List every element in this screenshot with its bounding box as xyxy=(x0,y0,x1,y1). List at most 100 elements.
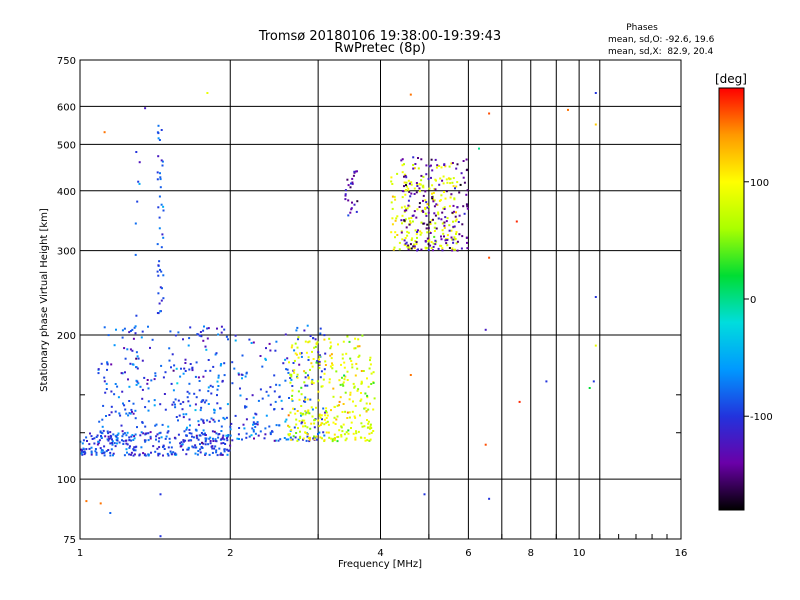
data-point xyxy=(181,443,184,446)
data-point xyxy=(229,434,232,437)
data-point xyxy=(107,435,110,438)
data-point xyxy=(102,404,105,407)
data-point xyxy=(594,123,597,126)
data-point xyxy=(107,432,110,435)
data-point xyxy=(204,440,207,443)
data-point xyxy=(274,400,277,403)
data-point xyxy=(369,438,372,441)
data-point xyxy=(355,430,357,433)
data-point xyxy=(105,415,107,417)
y-tick-label: 400 xyxy=(57,187,76,198)
data-point xyxy=(417,167,420,170)
data-point xyxy=(344,193,347,196)
x-axis-label: Frequency [MHz] xyxy=(338,559,422,570)
data-point xyxy=(226,435,229,438)
data-point xyxy=(456,240,459,243)
data-point xyxy=(131,349,134,352)
data-point xyxy=(110,411,113,414)
data-point xyxy=(206,327,209,330)
data-point xyxy=(291,394,294,397)
data-point xyxy=(130,453,132,456)
data-point xyxy=(128,436,131,439)
chart-title: Tromsø 20180106 19:38:00-19:39:43 xyxy=(258,29,501,44)
data-point xyxy=(456,206,459,209)
data-point xyxy=(165,435,168,438)
data-point xyxy=(410,239,413,241)
data-point xyxy=(254,432,257,435)
data-point xyxy=(448,224,451,227)
data-point xyxy=(338,400,341,403)
data-point xyxy=(450,162,453,165)
data-point xyxy=(369,427,371,430)
data-point xyxy=(452,220,454,223)
data-point xyxy=(434,243,437,246)
data-point xyxy=(403,209,406,212)
data-point xyxy=(348,416,351,419)
data-point xyxy=(289,377,292,379)
data-point xyxy=(171,403,174,406)
data-point xyxy=(351,181,354,184)
data-point xyxy=(273,439,276,442)
data-point xyxy=(433,235,436,238)
data-point xyxy=(404,237,407,239)
data-point xyxy=(160,203,163,206)
data-point xyxy=(351,366,354,369)
colorbar: [deg] 100 0 -100 xyxy=(715,72,773,511)
data-point xyxy=(346,335,349,338)
y-tick-label: 200 xyxy=(57,331,76,342)
data-point xyxy=(198,334,201,337)
data-point xyxy=(344,189,347,192)
data-point xyxy=(237,433,240,436)
data-point xyxy=(420,221,423,224)
data-point xyxy=(130,439,133,442)
data-point xyxy=(155,435,158,438)
data-point xyxy=(134,222,137,225)
data-point xyxy=(433,212,436,215)
data-point xyxy=(220,453,223,456)
data-point xyxy=(158,432,161,435)
data-point xyxy=(366,419,368,421)
data-point xyxy=(80,452,83,455)
data-point xyxy=(129,348,132,351)
data-point xyxy=(269,386,272,389)
data-point xyxy=(445,178,448,181)
data-point xyxy=(150,451,152,454)
data-point xyxy=(329,341,332,344)
data-point xyxy=(325,407,328,410)
data-point xyxy=(278,396,281,399)
data-point xyxy=(154,372,157,375)
data-point xyxy=(353,385,356,388)
data-point xyxy=(291,385,294,387)
data-point xyxy=(103,445,106,448)
data-point xyxy=(326,414,329,417)
data-point xyxy=(346,411,349,414)
data-point xyxy=(216,380,219,383)
data-point xyxy=(455,242,458,245)
data-point xyxy=(368,367,371,370)
data-point xyxy=(344,410,347,413)
data-point xyxy=(157,292,160,295)
data-point xyxy=(450,236,453,239)
data-point xyxy=(323,338,326,341)
data-point xyxy=(448,205,451,208)
data-point xyxy=(518,400,521,403)
data-point xyxy=(105,450,108,453)
data-point xyxy=(416,208,419,211)
data-point xyxy=(307,376,310,379)
data-point xyxy=(197,450,200,452)
data-point xyxy=(215,451,218,454)
data-point xyxy=(101,432,104,435)
data-point xyxy=(344,439,347,442)
data-point xyxy=(192,436,195,439)
data-point xyxy=(442,232,445,235)
data-point xyxy=(403,185,405,188)
data-point xyxy=(288,361,290,364)
data-point xyxy=(345,431,348,434)
data-point xyxy=(413,245,416,248)
data-point xyxy=(413,193,416,195)
data-point xyxy=(196,453,199,456)
data-point xyxy=(106,363,109,366)
data-point xyxy=(99,447,102,450)
y-tick-label: 300 xyxy=(57,247,76,258)
data-point xyxy=(267,394,270,397)
